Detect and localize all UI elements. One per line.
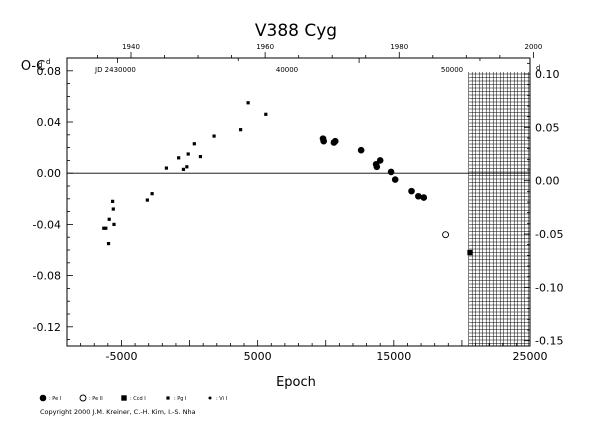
jd-tick-label: 40000 [276, 66, 298, 74]
legend-label: : Pe II [89, 396, 103, 402]
y-right-tick-label: 0.00 [535, 175, 560, 188]
bottom-axis-ticks: -5000 5000 15000 25000 [66, 340, 548, 363]
legend-marker [166, 396, 170, 400]
data-points [102, 101, 473, 256]
legend: : Pe I : Pe II : Ccd I : Pg I : Vi I [39, 394, 227, 402]
legend-marker [121, 395, 127, 401]
data-point [111, 199, 115, 203]
y-tick-label: 0.00 [37, 167, 62, 180]
data-point [212, 134, 216, 138]
data-point [331, 137, 339, 145]
data-point [102, 226, 106, 230]
legend-label: : Pg I [174, 396, 187, 402]
year-tick-label: 2000 [524, 43, 542, 51]
data-point [264, 112, 268, 116]
y-right-tick-label: 0.05 [535, 121, 560, 134]
data-point [246, 101, 250, 105]
y-right-tick-label: 0.10 [535, 68, 560, 81]
y-axis-unit: d [46, 58, 50, 66]
x-tick-label: 15000 [376, 350, 411, 363]
data-point [107, 217, 111, 221]
data-point [467, 249, 473, 256]
y-axis-label: O-C [21, 59, 45, 74]
y-tick-label: 0.04 [37, 116, 62, 129]
data-point [420, 194, 428, 201]
y-tick-label: 0.08 [37, 65, 62, 78]
data-point [185, 165, 189, 169]
data-point [373, 163, 381, 171]
chart-title: V388 Cyg [255, 21, 337, 41]
data-point [415, 192, 422, 200]
hatched-region [468, 72, 530, 346]
data-point [357, 146, 365, 154]
y-right-tick-unit: d [536, 64, 540, 72]
year-tick-label: 1960 [256, 43, 274, 51]
copyright: Copyright 2000 J.M. Kreiner, C.-H. Kim, … [40, 408, 196, 416]
data-point [320, 137, 327, 145]
data-point [387, 168, 395, 176]
legend-label: : Vi I [216, 396, 227, 402]
top-axis-ticks: 1940 1960 1980 2000 JD 2430000 40000 50000 [94, 43, 542, 74]
x-tick-label: -5000 [105, 350, 137, 363]
data-point [186, 152, 190, 156]
y-right-tick-label: -0.05 [535, 228, 563, 241]
data-point [442, 231, 450, 239]
data-point [239, 128, 243, 132]
y-tick-label: -0.12 [33, 321, 61, 334]
jd-tick-label: JD 2430000 [94, 66, 136, 74]
y-tick-label: -0.08 [33, 270, 61, 283]
y-tick-label: -0.04 [33, 218, 61, 231]
year-tick-label: 1940 [122, 43, 140, 51]
x-tick-label: 5000 [244, 350, 272, 363]
left-axis-ticks: -0.12 -0.08 -0.04 0.00 0.04 0.08d [33, 61, 73, 341]
y-right-tick-label: -0.10 [535, 281, 563, 294]
year-tick-label: 1980 [390, 43, 408, 51]
data-point [111, 207, 115, 211]
jd-tick-label: 50000 [441, 66, 463, 74]
legend-marker [208, 396, 212, 400]
x-tick-label: 25000 [513, 350, 548, 363]
right-axis-ticks: -0.15 -0.10 -0.05 0.00 0.05 0.10d [524, 62, 563, 348]
x-axis-label: Epoch [276, 375, 316, 390]
data-point [145, 198, 149, 202]
data-point [376, 157, 384, 164]
plot-frame [66, 57, 531, 347]
data-point [177, 156, 181, 160]
y-right-tick-label: -0.15 [535, 335, 563, 348]
data-point [391, 176, 399, 183]
data-point [181, 167, 186, 171]
y-tick-unit: d [38, 61, 42, 69]
data-point [150, 192, 154, 196]
data-point [164, 166, 169, 170]
data-point [408, 187, 415, 195]
legend-label: : Pe I [49, 396, 61, 402]
data-point [104, 226, 108, 230]
legend-label: : Ccd I [130, 396, 146, 402]
legend-marker [79, 394, 87, 402]
legend-marker [39, 394, 47, 402]
data-point [112, 222, 116, 226]
data-point [198, 154, 203, 159]
data-point [106, 242, 111, 246]
data-point [192, 142, 196, 146]
